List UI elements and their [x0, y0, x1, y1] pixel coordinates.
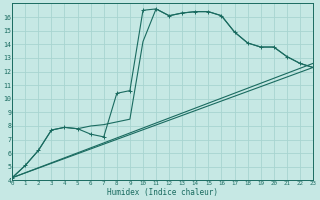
- X-axis label: Humidex (Indice chaleur): Humidex (Indice chaleur): [107, 188, 218, 197]
